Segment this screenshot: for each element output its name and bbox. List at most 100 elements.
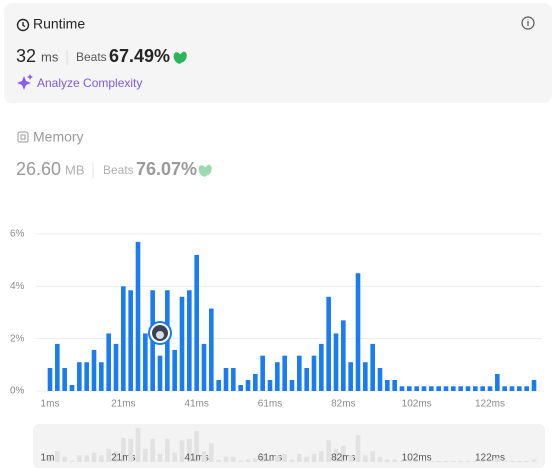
bar [363, 362, 368, 391]
x-tick-label: 82ms [331, 399, 355, 410]
mini-bar [407, 460, 412, 462]
bar [157, 355, 163, 391]
x-tick-label: 41ms [184, 399, 208, 410]
bar [201, 343, 207, 391]
bar [480, 386, 485, 391]
mini-bar [517, 460, 522, 462]
bar [84, 362, 89, 391]
mini-bar [69, 460, 75, 462]
scrubber-tick-label: 102ms [402, 453, 432, 464]
mini-bar [297, 453, 302, 462]
mini-bar [348, 455, 353, 462]
bar [458, 386, 463, 391]
bar [333, 333, 339, 391]
bar [275, 362, 280, 391]
runtime-title: Runtime [33, 16, 85, 32]
x-tick-label: 102ms [402, 399, 432, 410]
bar [135, 241, 141, 391]
memory-unit: MB [65, 162, 85, 177]
scrubber-tick-label: 41ms [184, 453, 208, 464]
runtime-value: 32 [16, 46, 36, 66]
bar [385, 380, 390, 391]
mini-bar [128, 438, 133, 462]
mini-bar [231, 456, 236, 462]
mini-bar [421, 460, 427, 462]
mini-bar [172, 452, 177, 462]
bar [69, 384, 75, 391]
mini-bar [253, 458, 258, 462]
bar [473, 386, 478, 391]
mini-bar [480, 460, 485, 462]
mini-bar [377, 456, 383, 462]
bar [121, 286, 126, 391]
mini-bar [77, 455, 82, 462]
bar [113, 343, 119, 391]
bar [106, 333, 111, 391]
bar [370, 343, 375, 391]
x-tick-label: 61ms [258, 399, 282, 410]
bar [223, 367, 229, 391]
bar [99, 362, 104, 391]
bar [414, 386, 419, 391]
x-tick-label: 1ms [41, 399, 60, 410]
x-tick-label: 122ms [475, 399, 505, 410]
mini-bar [275, 455, 280, 462]
bar [245, 380, 251, 391]
bar [282, 355, 287, 391]
bar [524, 386, 529, 391]
beats-label: Beats [76, 50, 107, 64]
mini-bar [473, 460, 478, 462]
mini-bar [495, 458, 500, 462]
mini-bar [509, 460, 515, 462]
mini-bar [341, 445, 346, 462]
beats-value: 76.07% [136, 159, 197, 179]
mini-bar [223, 456, 229, 462]
analyze-link[interactable]: Analyze Complexity [37, 76, 142, 90]
bar [517, 386, 522, 391]
mini-bar [326, 440, 331, 462]
memory-title: Memory [33, 129, 84, 145]
bar [267, 380, 273, 391]
bar [436, 386, 441, 391]
user-avatar [148, 321, 172, 345]
y-tick-label: 2% [10, 333, 25, 344]
mini-bar [143, 448, 148, 462]
bar [531, 380, 537, 391]
bar [421, 386, 427, 391]
memory-value: 26.60 [16, 159, 61, 179]
bar [407, 386, 412, 391]
mini-bar [84, 455, 89, 462]
bar [502, 386, 507, 391]
mini-bar [91, 452, 97, 462]
mini-bar [414, 460, 419, 462]
mini-bar [436, 460, 441, 462]
bar [77, 362, 82, 391]
x-tick-label: 21ms [111, 399, 135, 410]
bar [509, 386, 515, 391]
bar [319, 343, 324, 391]
chip-icon [17, 131, 29, 143]
avatar-detail [156, 331, 164, 339]
mini-bar [355, 435, 361, 462]
bar [355, 273, 361, 391]
mini-bar [392, 459, 397, 462]
info-icon[interactable] [521, 16, 535, 30]
bar [47, 367, 53, 391]
mini-bar [304, 456, 309, 462]
mini-bar [385, 459, 390, 462]
runtime-unit: ms [41, 49, 59, 64]
scrubber-tick-label: 82ms [331, 453, 355, 464]
runtime-card[interactable] [4, 3, 552, 103]
mini-bar [458, 460, 463, 462]
bar [495, 373, 500, 391]
bar [143, 333, 148, 391]
mini-bar [216, 459, 221, 462]
bar [172, 349, 177, 391]
mini-bar [267, 459, 273, 462]
mini-bar [201, 451, 207, 462]
mini-bar [311, 453, 317, 462]
mini-bar [399, 460, 405, 462]
mini-bar [524, 460, 529, 462]
bar [128, 290, 133, 391]
